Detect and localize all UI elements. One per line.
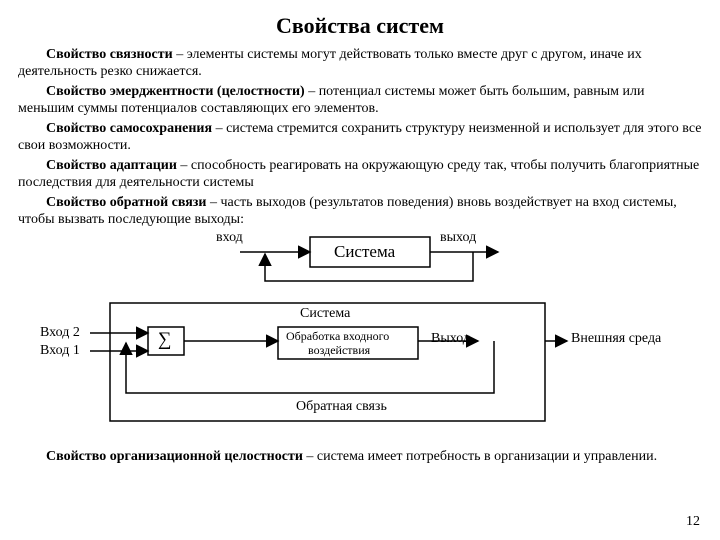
d1-input-label: вход bbox=[216, 229, 243, 247]
d2-output: Выход bbox=[431, 330, 470, 348]
para-1: Свойство связности – элементы системы мо… bbox=[18, 46, 702, 81]
d2-proc-l2: воздействия bbox=[308, 343, 370, 358]
para-4: Свойство адаптации – способность реагиро… bbox=[18, 157, 702, 192]
para-4-bold: Свойство адаптации bbox=[46, 158, 177, 173]
d2-proc-l1: Обработка входного bbox=[286, 329, 389, 344]
para-2-bold: Свойство эмерджентности (целостности) bbox=[46, 84, 305, 99]
d2-env: Внешняя среда bbox=[571, 330, 661, 348]
d2-input1: Вход 1 bbox=[40, 342, 80, 360]
para-2: Свойство эмерджентности (целостности) – … bbox=[18, 83, 702, 118]
d2-input2: Вход 2 bbox=[40, 324, 80, 342]
d1-output-label: выход bbox=[440, 229, 476, 247]
para-6-bold: Свойство организационной целостности bbox=[46, 449, 303, 464]
diagrams: вход выход Система Система Вход 2 Вход 1… bbox=[18, 233, 702, 448]
para-6-text: – система имеет потребность в организаци… bbox=[303, 449, 657, 464]
d2-title: Система bbox=[300, 305, 350, 323]
para-3: Свойство самосохранения – система стреми… bbox=[18, 120, 702, 155]
d1-box-label: Система bbox=[334, 241, 395, 262]
para-6: Свойство организационной целостности – с… bbox=[18, 448, 702, 466]
d2-sigma: ∑ bbox=[158, 328, 172, 352]
para-5-bold: Свойство обратной связи bbox=[46, 195, 207, 210]
d2-feedback-label: Обратная связь bbox=[296, 398, 387, 416]
page-title: Свойства систем bbox=[18, 12, 702, 40]
para-1-bold: Свойство связности bbox=[46, 47, 173, 62]
para-5: Свойство обратной связи – часть выходов … bbox=[18, 194, 702, 229]
page-number: 12 bbox=[686, 513, 700, 531]
para-3-bold: Свойство самосохранения bbox=[46, 121, 212, 136]
